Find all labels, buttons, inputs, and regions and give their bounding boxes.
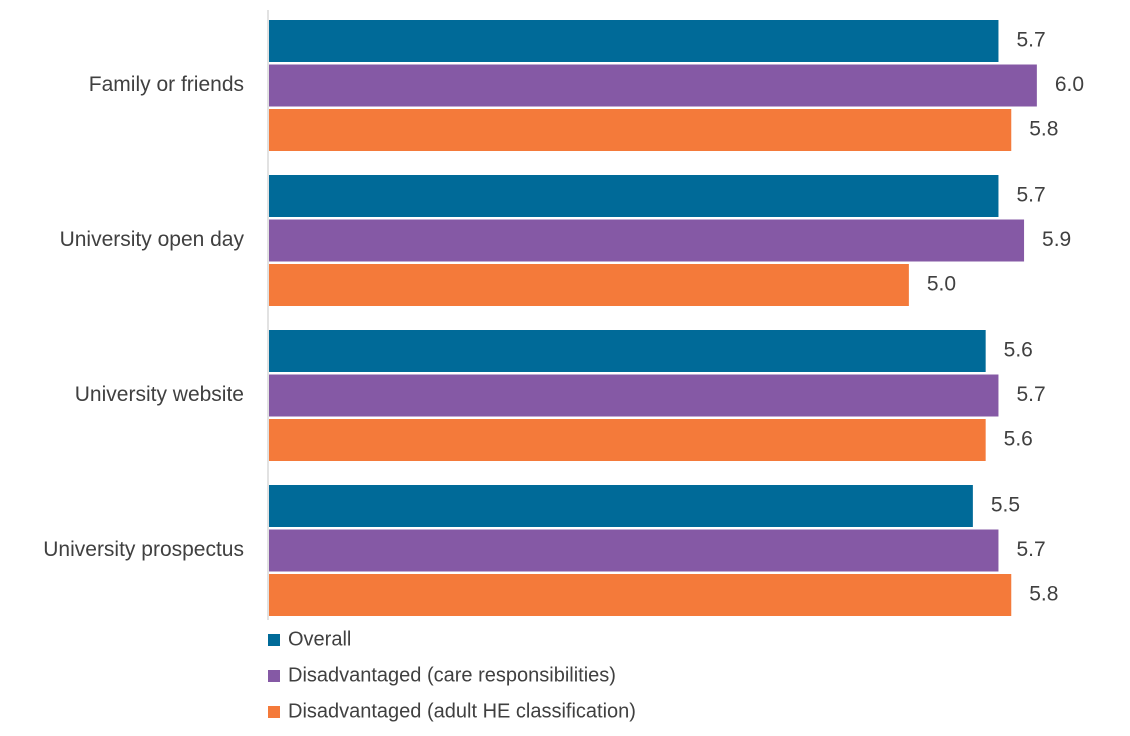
- legend-label-disadvantaged-adult-he-classification: Disadvantaged (adult HE classification): [288, 700, 636, 722]
- bar-university-website-disadvantaged-care-responsibilities: [269, 374, 999, 417]
- category-labels: Family or friends University open day Univ…: [43, 73, 244, 561]
- bar-university-prospectus-disadvantaged-care-responsibilities: [269, 529, 999, 572]
- data-label-university-website-overall: 5.6: [1004, 339, 1033, 362]
- legend: Overall Disadvantaged (care responsibilit…: [268, 628, 636, 722]
- category-label-university-prospectus: University prospectus: [43, 538, 244, 561]
- category-label-family-or-friends: Family or friends: [89, 73, 244, 96]
- legend-swatch-overall: [268, 634, 280, 646]
- data-label-university-open-day-disadvantaged-care-responsibilities: 5.9: [1042, 228, 1071, 251]
- bar-family-or-friends-overall: [269, 20, 999, 62]
- legend-label-disadvantaged-care-responsibilities: Disadvantaged (care responsibilities): [288, 664, 616, 686]
- value-labels: 5.7 6.0 5.8 5.7 5.9 5.0 5.6 5.7 5.6 5.5 5.7 5.8: [927, 29, 1084, 606]
- bar-university-open-day-disadvantaged-adult-he-classification: [269, 264, 909, 306]
- category-label-university-open-day: University open day: [60, 228, 245, 251]
- data-label-university-prospectus-disadvantaged-care-responsibilities: 5.7: [1016, 538, 1045, 561]
- bar-family-or-friends-disadvantaged-care-responsibilities: [269, 64, 1037, 107]
- data-label-family-or-friends-disadvantaged-adult-he-classification: 5.8: [1029, 118, 1058, 141]
- data-label-family-or-friends-overall: 5.7: [1016, 29, 1045, 52]
- bar-university-open-day-disadvantaged-care-responsibilities: [269, 219, 1025, 262]
- legend-label-overall: Overall: [288, 628, 351, 650]
- bar-university-website-overall: [269, 330, 986, 372]
- bar-university-prospectus-overall: [269, 485, 973, 527]
- data-label-university-website-disadvantaged-adult-he-classification: 5.6: [1004, 428, 1033, 451]
- data-label-university-website-disadvantaged-care-responsibilities: 5.7: [1016, 383, 1045, 406]
- category-label-university-website: University website: [75, 383, 244, 406]
- bar-family-or-friends-disadvantaged-adult-he-classification: [269, 109, 1012, 151]
- data-label-university-prospectus-disadvantaged-adult-he-classification: 5.8: [1029, 583, 1058, 606]
- bars: [269, 20, 1037, 616]
- bar-university-website-disadvantaged-adult-he-classification: [269, 419, 986, 461]
- legend-swatch-disadvantaged-care-responsibilities: [268, 670, 280, 682]
- legend-swatch-disadvantaged-adult-he-classification: [268, 706, 280, 718]
- bar-university-open-day-overall: [269, 175, 999, 217]
- data-label-university-prospectus-overall: 5.5: [991, 494, 1020, 517]
- data-label-family-or-friends-disadvantaged-care-responsibilities: 6.0: [1055, 73, 1084, 96]
- data-label-university-open-day-disadvantaged-adult-he-classification: 5.0: [927, 273, 956, 296]
- bar-university-prospectus-disadvantaged-adult-he-classification: [269, 574, 1012, 616]
- data-label-university-open-day-overall: 5.7: [1016, 184, 1045, 207]
